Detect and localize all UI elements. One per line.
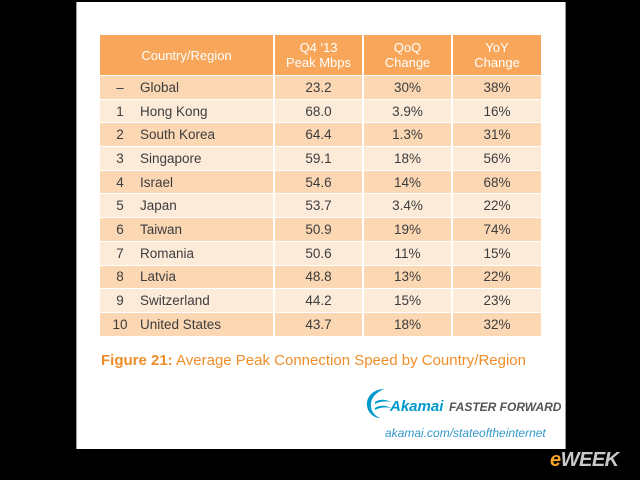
rank-cell: 2 (100, 122, 140, 147)
rank-cell: 9 (100, 288, 140, 313)
table-row: 10 United States 43.7 18% 32% (100, 311, 542, 336)
table-row: – Global 23.2 30% 38% (100, 75, 542, 100)
country-cell: Latvia (140, 264, 276, 289)
yoy-change-cell: 22% (452, 193, 542, 218)
yoy-change-cell: 22% (452, 264, 542, 289)
peak-mbps-cell: 50.6 (274, 240, 365, 265)
qoq-change-cell: 3.4% (363, 193, 454, 218)
figure-caption: Figure 21: Average Peak Connection Speed… (101, 352, 561, 369)
qoq-change-cell: 3.9% (363, 98, 454, 123)
header-peak-mbps: Q4 '13 Peak Mbps (274, 35, 365, 76)
peak-mbps-cell: 50.9 (274, 217, 365, 242)
yoy-change-cell: 38% (452, 75, 542, 100)
qoq-change-cell: 15% (363, 288, 454, 313)
table-row: 9 Switzerland 44.2 15% 23% (100, 288, 542, 313)
table-row: 8 Latvia 48.8 13% 22% (100, 264, 542, 289)
akamai-brand-name: Akamai (390, 398, 444, 415)
rank-cell: 6 (100, 217, 140, 242)
country-cell: Switzerland (140, 288, 276, 313)
table-row: 2 South Korea 64.4 1.3% 31% (100, 122, 542, 147)
yoy-change-cell: 56% (452, 146, 542, 171)
yoy-change-cell: 23% (452, 288, 542, 313)
qoq-change-cell: 18% (363, 311, 454, 336)
table-row: 5 Japan 53.7 3.4% 22% (100, 193, 542, 218)
table-body: – Global 23.2 30% 38% 1 Hong Kong 68.0 3.9% 16% 2 S… (100, 75, 542, 336)
qoq-change-cell: 1.3% (363, 122, 454, 147)
rank-cell: 4 (100, 169, 140, 194)
qoq-change-cell: 19% (363, 217, 454, 242)
caption-text: Average Peak Connection Speed by Country… (172, 352, 526, 369)
figure-panel: Country/Region Q4 '13 Peak Mbps QoQ Chan… (76, 2, 566, 449)
peak-mbps-cell: 64.4 (274, 122, 365, 147)
header-yoy-change: YoY Change (452, 35, 542, 76)
akamai-swoosh-icon (366, 389, 391, 418)
country-cell: South Korea (140, 122, 276, 147)
table-header-row: Country/Region Q4 '13 Peak Mbps QoQ Chan… (100, 35, 542, 76)
table-row: 6 Taiwan 50.9 19% 74% (100, 217, 542, 242)
peak-mbps-cell: 54.6 (274, 169, 365, 194)
country-cell: United States (140, 311, 276, 336)
qoq-change-cell: 30% (363, 75, 454, 100)
header-country-region: Country/Region (100, 35, 276, 76)
country-cell: Israel (140, 169, 276, 194)
qoq-change-cell: 18% (363, 146, 454, 171)
country-cell: Romania (140, 240, 276, 265)
akamai-url: akamai.com/stateoftheinternet (385, 426, 546, 440)
qoq-change-cell: 14% (363, 169, 454, 194)
country-cell: Japan (140, 193, 276, 218)
rank-cell: 3 (100, 146, 140, 171)
rank-cell: – (100, 75, 140, 100)
yoy-change-cell: 74% (452, 217, 542, 242)
yoy-change-cell: 31% (452, 122, 542, 147)
header-qoq-change: QoQ Change (363, 35, 454, 76)
rank-cell: 1 (100, 98, 140, 123)
yoy-change-cell: 16% (452, 98, 542, 123)
country-cell: Global (140, 75, 276, 100)
peak-mbps-cell: 48.8 (274, 264, 365, 289)
qoq-change-cell: 11% (363, 240, 454, 265)
country-cell: Taiwan (140, 217, 276, 242)
table-row: 1 Hong Kong 68.0 3.9% 16% (100, 98, 542, 123)
akamai-tagline: FASTER FORWARD (449, 400, 562, 414)
peak-mbps-cell: 53.7 (274, 193, 365, 218)
eweek-watermark: eWEEK (550, 449, 619, 471)
table-row: 4 Israel 54.6 14% 68% (100, 169, 542, 194)
table-row: 3 Singapore 59.1 18% 56% (100, 146, 542, 171)
qoq-change-cell: 13% (363, 264, 454, 289)
rank-cell: 8 (100, 264, 140, 289)
rank-cell: 5 (100, 193, 140, 218)
yoy-change-cell: 15% (452, 240, 542, 265)
peak-mbps-cell: 43.7 (274, 311, 365, 336)
figure-label: Figure 21: (101, 352, 173, 369)
country-cell: Hong Kong (140, 98, 276, 123)
peak-speed-table: Country/Region Q4 '13 Peak Mbps QoQ Chan… (100, 35, 542, 336)
rank-cell: 10 (100, 311, 140, 336)
yoy-change-cell: 32% (452, 311, 542, 336)
table-row: 7 Romania 50.6 11% 15% (100, 240, 542, 265)
peak-mbps-cell: 23.2 (274, 75, 365, 100)
peak-mbps-cell: 68.0 (274, 98, 365, 123)
country-cell: Singapore (140, 146, 276, 171)
peak-mbps-cell: 44.2 (274, 288, 365, 313)
peak-mbps-cell: 59.1 (274, 146, 365, 171)
yoy-change-cell: 68% (452, 169, 542, 194)
rank-cell: 7 (100, 240, 140, 265)
